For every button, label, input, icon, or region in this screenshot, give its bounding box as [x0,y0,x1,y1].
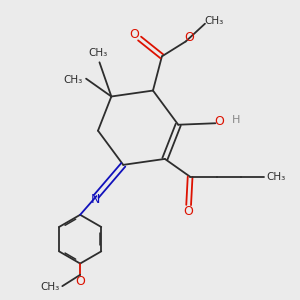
Text: CH₃: CH₃ [88,48,108,59]
Text: CH₃: CH₃ [40,282,59,292]
Text: O: O [184,31,194,44]
Text: N: N [90,194,100,206]
Text: CH₃: CH₃ [267,172,286,182]
Text: O: O [184,205,194,218]
Text: H: H [232,115,240,125]
Text: O: O [129,28,139,41]
Text: CH₃: CH₃ [204,16,224,26]
Text: O: O [75,275,85,288]
Text: O: O [214,115,224,128]
Text: CH₃: CH₃ [63,75,82,85]
